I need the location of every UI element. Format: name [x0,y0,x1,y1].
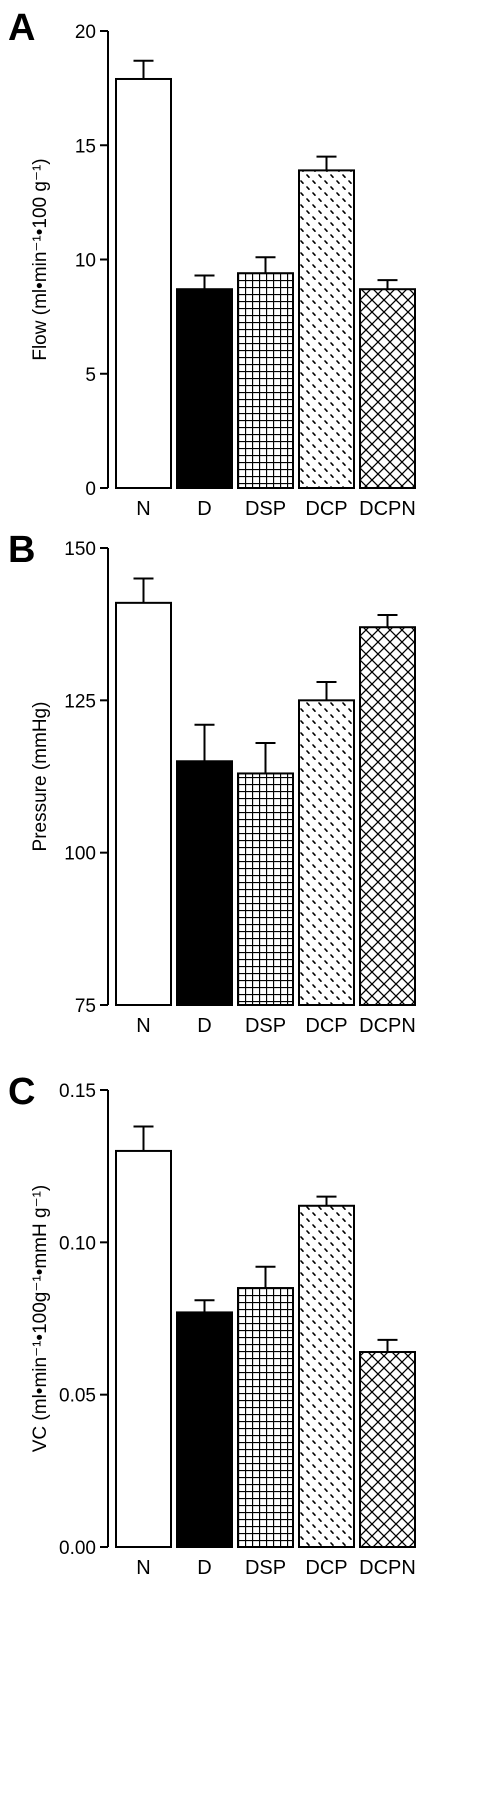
x-category-label: DCPN [359,1557,416,1579]
x-category-label: N [136,1015,150,1037]
x-category-label: N [136,1557,150,1579]
panel-label: C [8,1071,35,1113]
bar-dcpn [359,1351,416,1548]
x-category-label: N [136,498,150,520]
y-axis-title: Pressure (mmHg) [30,702,51,852]
y-tick-label: 75 [75,996,96,1017]
y-tick-label: 0.05 [59,1386,96,1407]
x-category-label: DSP [245,1015,286,1037]
bar-dcp [298,699,355,1006]
x-category-label: D [197,1015,211,1037]
y-tick-label: 100 [64,844,96,865]
panel-label: B [8,529,35,571]
x-category-label: DCPN [359,1015,416,1037]
panel-a: A 0 5 10 15 20 Flow (ml•min⁻¹•100 g⁻¹) N D DSP DCP… [8,7,416,520]
y-tick-label: 125 [64,691,96,712]
y-tick-label: 15 [75,136,96,157]
y-tick-label: 0.10 [59,1233,96,1254]
x-category-label: DSP [245,1557,286,1579]
x-category-label: DSP [245,498,286,520]
y-tick-label: 20 [75,22,96,43]
y-tick-label: 150 [64,539,96,560]
panel-b: B 75 100 125 150 Pressure (mmHg) N D DSP DCP DCPN [8,529,416,1037]
y-tick-label: 5 [85,365,96,386]
x-category-label: DCP [305,498,347,520]
x-category-label: D [197,1557,211,1579]
y-tick-label: 0.15 [59,1081,96,1102]
y-tick-label: 0 [85,479,96,500]
bar-dsp [237,772,294,1006]
bar-n [115,77,172,490]
bar-dcpn [359,288,416,489]
bar-n [115,1149,172,1549]
bar-dcpn [359,626,416,1006]
bar-d [176,1311,233,1548]
x-category-label: DCPN [359,498,416,520]
x-category-label: DCP [305,1557,347,1579]
y-tick-label: 10 [75,251,96,272]
bar-dcp [298,1204,355,1548]
panel-label: A [8,7,35,49]
bar-d [176,288,233,489]
bar-d [176,760,233,1006]
bar-n [115,601,172,1007]
bar-dsp [237,1287,294,1548]
y-axis-title: Flow (ml•min⁻¹•100 g⁻¹) [30,158,51,360]
x-category-label: D [197,498,211,520]
panel-c: C 0.00 0.05 0.10 0.15 VC (ml•min⁻¹•100g⁻¹•mmH… [8,1071,416,1579]
bar-dsp [237,272,294,489]
bar-dcp [298,169,355,489]
x-category-label: DCP [305,1015,347,1037]
y-tick-label: 0.00 [59,1538,96,1559]
y-axis-title: VC (ml•min⁻¹•100g⁻¹•mmH g⁻¹) [30,1185,51,1453]
